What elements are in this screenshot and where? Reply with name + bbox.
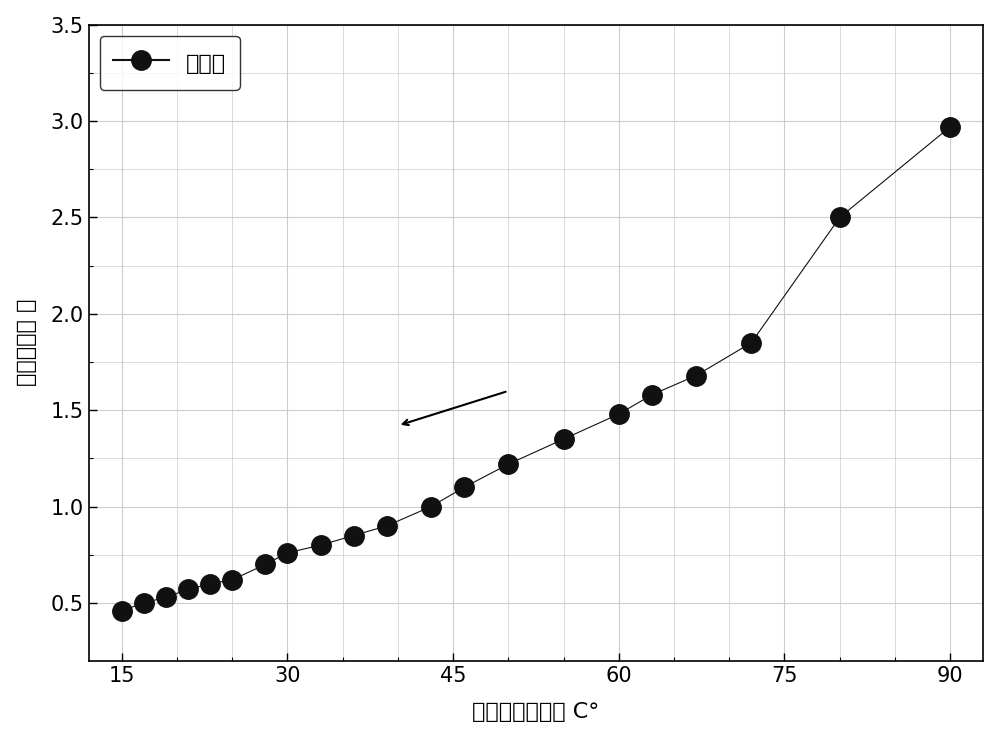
升温时 <box>834 213 846 222</box>
升温时 <box>348 531 360 540</box>
升温时 <box>613 409 625 418</box>
升温时 <box>458 483 470 491</box>
升温时 <box>690 371 702 380</box>
升温时 <box>745 338 757 347</box>
升温时 <box>226 576 238 585</box>
升温时 <box>944 123 956 132</box>
升温时 <box>116 606 128 615</box>
升温时 <box>182 585 194 594</box>
升温时 <box>381 522 393 531</box>
升温时 <box>425 503 437 511</box>
Line: 升温时: 升温时 <box>112 117 960 621</box>
升温时 <box>204 579 216 588</box>
升温时 <box>281 548 293 557</box>
升温时 <box>315 541 327 550</box>
升温时 <box>558 435 570 443</box>
升温时 <box>160 593 172 602</box>
Y-axis label: 输出电压， Ｖ: 输出电压， Ｖ <box>17 299 37 386</box>
Legend: 升温时: 升温时 <box>100 35 240 89</box>
升温时 <box>259 560 271 569</box>
升温时 <box>646 390 658 399</box>
升温时 <box>138 599 150 607</box>
X-axis label: 瞬态环境温度， C°: 瞬态环境温度， C° <box>472 702 600 722</box>
升温时 <box>502 460 514 469</box>
